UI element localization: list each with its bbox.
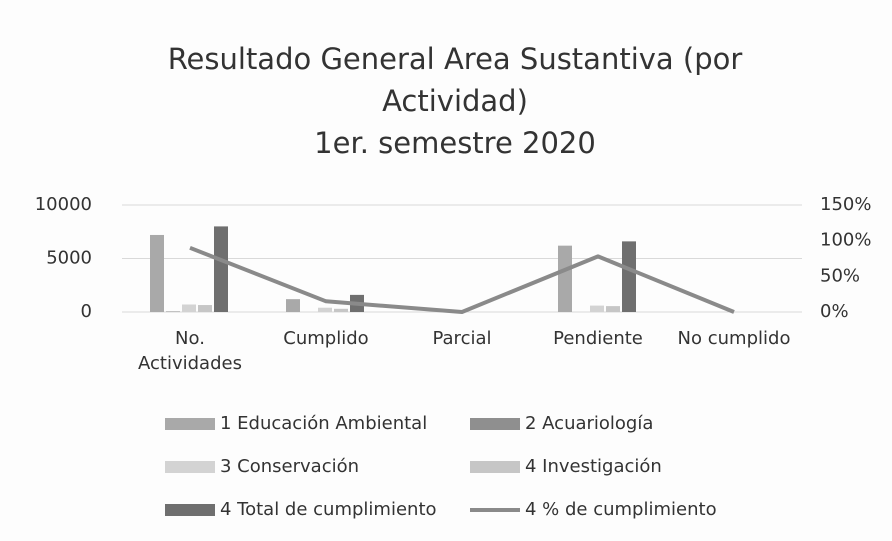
legend-label: 3 Conservación [220, 456, 359, 477]
y2-tick-label: 0% [820, 301, 849, 322]
bar [286, 299, 300, 312]
bar [166, 311, 180, 312]
y-tick-label: 0 [81, 301, 92, 322]
y2-tick-label: 100% [820, 230, 871, 251]
bar [334, 308, 348, 312]
bar [622, 241, 636, 312]
legend-swatch [165, 504, 215, 516]
legend-label: 4 Investigación [525, 456, 662, 477]
line-series [189, 245, 735, 314]
legend-swatch [165, 461, 215, 473]
y-tick-label: 10000 [35, 194, 92, 215]
y-tick-label: 5000 [46, 248, 92, 269]
bar [198, 305, 212, 312]
legend-swatch [165, 418, 215, 430]
legend-label: 4 Total de cumplimiento [220, 499, 437, 520]
bar [150, 234, 164, 312]
chart-title: Resultado General Area Sustantiva (por A… [167, 42, 743, 118]
x-tick-label: Pendiente [553, 328, 643, 349]
y2-tick-label: 150% [820, 194, 871, 215]
x-tick-label: Parcial [432, 328, 492, 349]
x-tick-label: No cumplido [677, 328, 791, 349]
x-tick-label: Cumplido [283, 328, 369, 349]
x-tick-label: No. Actividades [138, 328, 242, 374]
legend-label: 4 % de cumplimiento [525, 499, 717, 520]
bar [214, 226, 228, 312]
bar [182, 304, 196, 312]
bar [606, 306, 620, 312]
legend-swatch [470, 418, 520, 430]
y2-tick-label: 50% [820, 265, 860, 286]
bar [318, 307, 332, 312]
bar [590, 305, 604, 312]
chart-subtitle: 1er. semestre 2020 [314, 126, 596, 160]
legend-swatch [470, 461, 520, 473]
legend-label: 2 Acuariología [525, 413, 653, 434]
bar [558, 245, 572, 312]
legend-label: 1 Educación Ambiental [220, 413, 427, 434]
